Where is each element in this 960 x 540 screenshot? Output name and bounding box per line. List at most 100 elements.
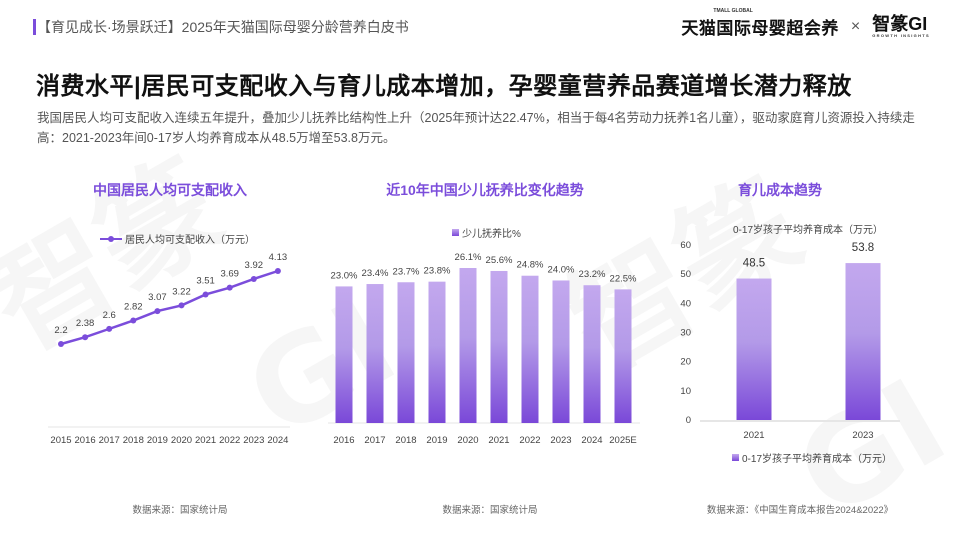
value-label: 3.51 — [196, 275, 215, 286]
value-label: 2.82 — [124, 302, 143, 313]
gi-logo-text: 智篆GI — [872, 14, 928, 34]
value-label: 2.2 — [54, 325, 67, 336]
value-label: 24.0% — [548, 264, 575, 275]
page-title: 消费水平|居民可支配收入与育儿成本增加，孕婴童营养品赛道增长潜力释放 — [36, 73, 852, 100]
line-legend-icon — [100, 235, 122, 242]
x-tick-label: 2023 — [243, 435, 264, 446]
x-tick-label: 2018 — [395, 435, 416, 446]
x-tick-label: 2019 — [426, 435, 447, 446]
x-tick-label: 2018 — [123, 435, 144, 446]
y-tick-label: 50 — [680, 269, 691, 280]
cost-chart-source: 数据来源：《中国生育成本报告2024&2022》 — [706, 505, 894, 516]
gi-logo-sub: GROWTH INSIGHTS — [872, 33, 930, 38]
value-label: 23.7% — [393, 266, 420, 277]
bar — [397, 282, 415, 423]
data-point — [154, 308, 161, 315]
data-point — [130, 317, 137, 324]
dependency-chart-title: 近10年中国少儿抚养比变化趋势 — [386, 182, 584, 198]
data-point — [226, 284, 233, 291]
x-tick-label: 2025E — [609, 435, 636, 446]
income-chart-legend: 居民人均可支配收入（万元） — [100, 231, 255, 246]
income-chart-source: 数据来源：国家统计局 — [132, 505, 228, 516]
value-label: 23.4% — [362, 268, 389, 279]
cross-icon: × — [850, 17, 861, 35]
bar-legend-icon — [732, 454, 739, 461]
y-tick-label: 0 — [686, 415, 691, 426]
y-tick-label: 20 — [680, 357, 691, 368]
value-label: 22.5% — [610, 273, 637, 284]
x-tick-label: 2020 — [171, 435, 192, 446]
value-label: 3.92 — [245, 260, 264, 271]
x-tick-label: 2024 — [267, 435, 288, 446]
bar — [614, 289, 632, 423]
x-tick-label: 2021 — [488, 435, 509, 446]
bar — [552, 280, 570, 423]
value-label: 48.5 — [743, 258, 765, 270]
x-tick-label: 2021 — [743, 430, 764, 441]
cost-chart-subtitle: 0-17岁孩子平均养育成本（万元） — [733, 225, 884, 236]
x-tick-label: 2020 — [457, 435, 478, 446]
value-label: 23.0% — [331, 270, 358, 281]
income-line — [60, 269, 279, 346]
tmall-logo-text: 天猫国际母婴超会养 — [681, 19, 839, 38]
y-tick-label: 40 — [680, 298, 691, 309]
data-point — [82, 334, 89, 341]
bar — [459, 268, 477, 423]
cost-chart-legend: 0-17岁孩子平均养育成本（万元） — [732, 450, 892, 465]
data-point — [202, 291, 209, 298]
legend-label: 少儿抚养比% — [462, 229, 521, 240]
x-tick-label: 2016 — [75, 435, 96, 446]
value-label: 2.6 — [103, 310, 116, 321]
page-description: 我国居民人均可支配收入连续五年提升，叠加少儿抚养比结构性上升（2025年预计达2… — [37, 111, 915, 145]
x-tick-label: 2021 — [195, 435, 216, 446]
legend-label: 居民人均可支配收入（万元） — [125, 235, 255, 246]
y-tick-label: 10 — [680, 386, 691, 397]
value-label: 3.69 — [220, 269, 239, 280]
value-label: 3.22 — [172, 286, 191, 297]
y-tick-label: 60 — [680, 240, 691, 251]
value-label: 25.6% — [486, 255, 513, 266]
series-title: 【育见成长·场景跃迁】2025年天猫国际母婴分龄营养白皮书 — [37, 19, 409, 35]
bar — [583, 285, 601, 423]
data-point — [106, 325, 113, 332]
value-label: 23.2% — [579, 269, 606, 280]
y-tick-label: 30 — [680, 328, 691, 339]
data-point — [250, 275, 257, 282]
x-tick-label: 2016 — [333, 435, 354, 446]
series-title-bar: 【育见成长·场景跃迁】2025年天猫国际母婴分龄营养白皮书 — [33, 17, 409, 37]
bar — [490, 270, 508, 423]
cost-chart-title: 育儿成本趋势 — [738, 182, 822, 198]
value-label: 24.8% — [517, 260, 544, 271]
bar-legend-icon — [452, 229, 459, 236]
value-label: 4.13 — [269, 252, 288, 263]
partner-logos: TMALL GLOBAL 天猫国际母婴超会养 × 智篆GI GROWTH INS… — [681, 8, 930, 39]
bar — [845, 263, 881, 420]
x-tick-label: 2024 — [581, 435, 602, 446]
legend-label: 0-17岁孩子平均养育成本（万元） — [742, 454, 893, 465]
x-tick-label: 2019 — [147, 435, 168, 446]
bar — [736, 278, 772, 420]
bar — [366, 284, 384, 423]
data-point — [274, 268, 281, 274]
data-point — [58, 341, 64, 347]
gi-logo: 智篆GI GROWTH INSIGHTS — [872, 15, 930, 38]
value-label: 23.8% — [424, 266, 451, 277]
accent-marker — [33, 19, 36, 35]
data-point — [178, 302, 185, 309]
x-tick-label: 2022 — [519, 435, 540, 446]
x-tick-label: 2017 — [99, 435, 120, 446]
income-chart-title: 中国居民人均可支配收入 — [93, 182, 247, 198]
bar — [335, 286, 353, 423]
bar — [428, 281, 446, 423]
value-label: 26.1% — [455, 252, 482, 263]
bar — [521, 275, 539, 423]
tmall-logo: TMALL GLOBAL 天猫国际母婴超会养 — [681, 8, 839, 39]
dependency-chart-source: 数据来源：国家统计局 — [442, 505, 538, 516]
value-label: 3.07 — [148, 292, 167, 303]
x-tick-label: 2017 — [364, 435, 385, 446]
x-tick-label: 2023 — [550, 435, 571, 446]
dependency-chart-legend: 少儿抚养比% — [452, 225, 521, 240]
